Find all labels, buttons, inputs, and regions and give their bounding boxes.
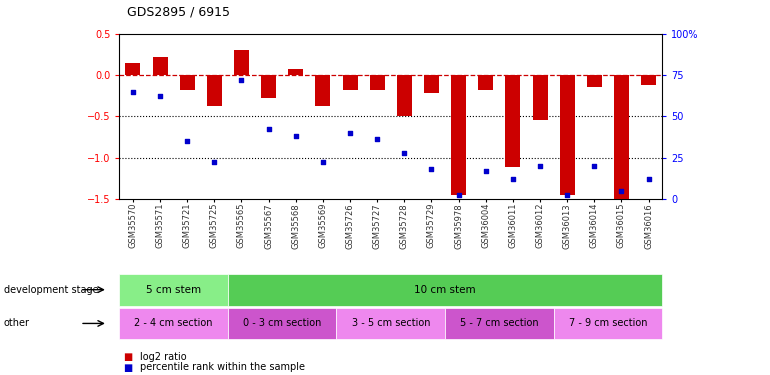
- Bar: [179, 75, 195, 90]
- Bar: [261, 75, 276, 98]
- Bar: [614, 75, 629, 203]
- Bar: [343, 75, 357, 90]
- Point: [453, 192, 465, 198]
- Point: [642, 176, 654, 182]
- Point: [480, 168, 492, 174]
- Text: 5 cm stem: 5 cm stem: [146, 285, 201, 295]
- Point: [588, 163, 601, 169]
- Text: percentile rank within the sample: percentile rank within the sample: [140, 363, 305, 372]
- Point: [154, 93, 166, 99]
- Text: log2 ratio: log2 ratio: [140, 352, 187, 362]
- Bar: [126, 63, 140, 75]
- Text: 10 cm stem: 10 cm stem: [414, 285, 476, 295]
- Point: [316, 159, 329, 165]
- Text: 0 - 3 cm section: 0 - 3 cm section: [243, 318, 321, 328]
- Bar: [424, 75, 439, 93]
- Text: 5 - 7 cm section: 5 - 7 cm section: [460, 318, 539, 328]
- Bar: [207, 75, 222, 106]
- Text: 2 - 4 cm section: 2 - 4 cm section: [135, 318, 213, 328]
- Text: development stage: development stage: [4, 285, 99, 295]
- Bar: [234, 50, 249, 75]
- Point: [371, 136, 383, 142]
- Point: [561, 192, 574, 198]
- Text: ■: ■: [123, 352, 132, 362]
- Point: [127, 88, 139, 94]
- Point: [507, 176, 519, 182]
- Bar: [560, 75, 574, 195]
- Bar: [641, 75, 656, 85]
- Point: [425, 166, 437, 172]
- Bar: [370, 75, 385, 90]
- Bar: [533, 75, 547, 120]
- Point: [208, 159, 220, 165]
- Bar: [152, 57, 168, 75]
- Bar: [587, 75, 602, 87]
- Text: other: other: [4, 318, 30, 328]
- Bar: [288, 69, 303, 75]
- Bar: [397, 75, 412, 116]
- Point: [398, 150, 410, 156]
- Point: [344, 130, 357, 136]
- Text: ■: ■: [123, 363, 132, 372]
- Text: 7 - 9 cm section: 7 - 9 cm section: [569, 318, 647, 328]
- Point: [181, 138, 193, 144]
- Bar: [316, 75, 330, 106]
- Bar: [451, 75, 466, 195]
- Point: [290, 133, 302, 139]
- Bar: [478, 75, 494, 90]
- Bar: [505, 75, 521, 167]
- Point: [534, 163, 546, 169]
- Text: 3 - 5 cm section: 3 - 5 cm section: [352, 318, 430, 328]
- Point: [263, 126, 275, 132]
- Text: GDS2895 / 6915: GDS2895 / 6915: [127, 6, 230, 19]
- Point: [236, 77, 248, 83]
- Point: [615, 188, 628, 194]
